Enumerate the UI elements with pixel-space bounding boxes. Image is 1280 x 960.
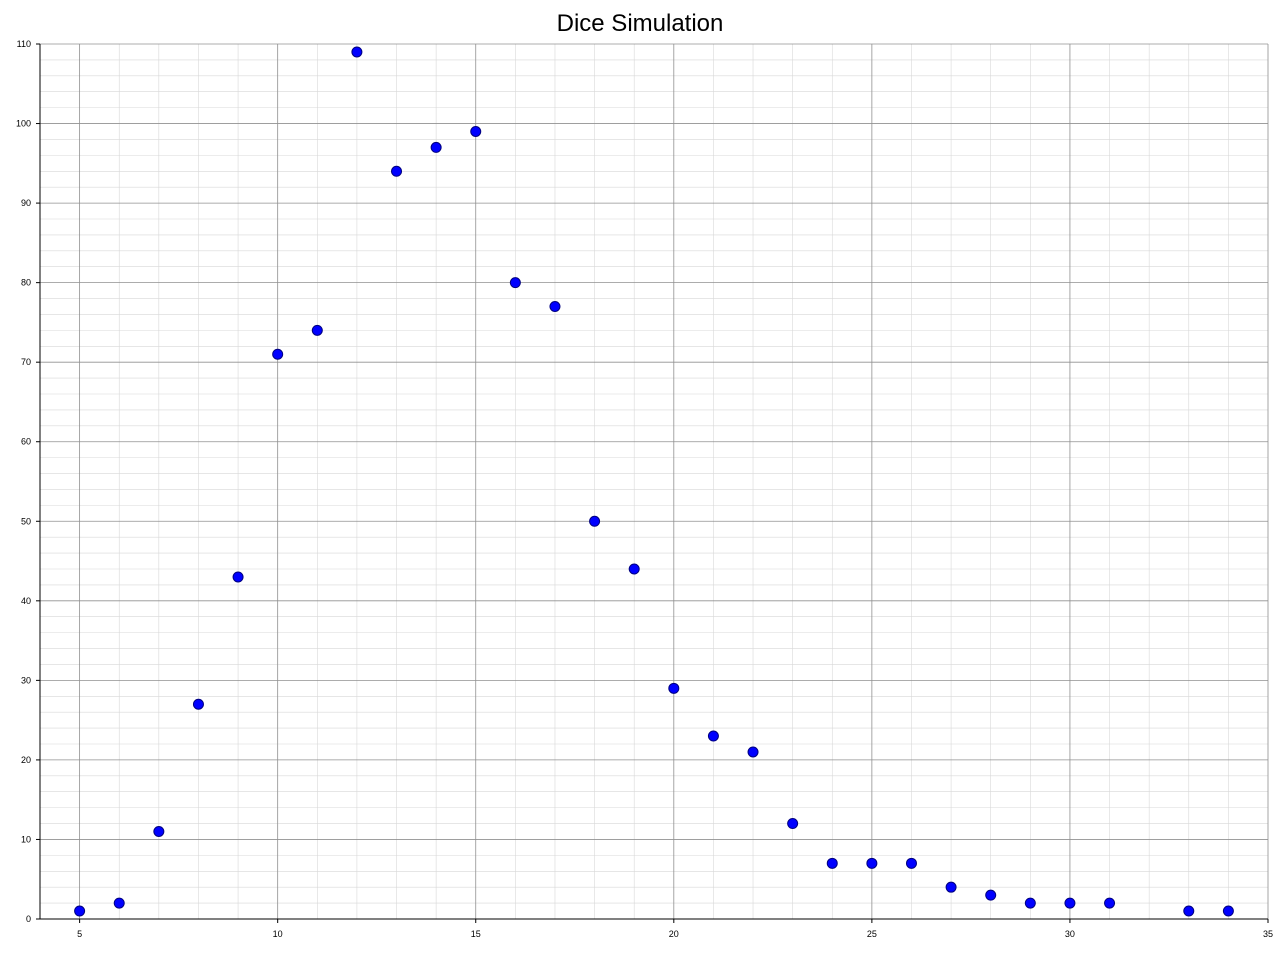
data-point (1024, 897, 1036, 909)
y-tick-label: 10 (21, 834, 31, 844)
data-point (668, 682, 680, 694)
data-point (787, 818, 799, 830)
y-tick-label: 80 (21, 278, 31, 288)
data-point (192, 698, 204, 710)
y-tick-label: 50 (21, 516, 31, 526)
minor-grid (39, 44, 1268, 919)
data-point (1183, 905, 1195, 917)
y-tick-label: 0 (26, 914, 31, 924)
y-tick-label: 30 (21, 675, 31, 685)
data-point (1222, 905, 1234, 917)
data-point (1064, 897, 1076, 909)
y-tick-label: 60 (21, 437, 31, 447)
data-point (707, 730, 719, 742)
y-tick-label: 100 (16, 119, 31, 129)
y-tick-label: 40 (21, 596, 31, 606)
data-point (351, 46, 363, 58)
y-tick-label: 20 (21, 755, 31, 765)
y-tick-label: 90 (21, 198, 31, 208)
data-point (430, 141, 442, 153)
major-grid (40, 43, 1269, 920)
data-point (826, 857, 838, 869)
data-point (747, 746, 759, 758)
x-tick-label: 10 (273, 929, 283, 939)
data-point (866, 857, 878, 869)
x-tick-label: 35 (1263, 929, 1273, 939)
x-tick-label: 5 (77, 929, 82, 939)
data-point (945, 881, 957, 893)
data-point (985, 889, 997, 901)
data-point (509, 277, 521, 289)
x-tick-label: 15 (471, 929, 481, 939)
data-point (232, 571, 244, 583)
data-point (113, 897, 125, 909)
axes (36, 43, 1269, 923)
x-tick-label: 25 (867, 929, 877, 939)
data-points (74, 46, 1234, 917)
data-point (272, 348, 284, 360)
data-point (549, 301, 561, 312)
y-tick-label: 70 (21, 357, 31, 367)
data-point (74, 905, 86, 917)
data-point (153, 826, 165, 837)
y-tick-label: 110 (17, 39, 31, 49)
chart-title: Dice Simulation (556, 10, 724, 37)
x-tick-label: 30 (1065, 929, 1075, 939)
data-point (311, 324, 323, 336)
data-point (391, 165, 403, 177)
data-point (628, 563, 640, 575)
data-point (905, 857, 917, 869)
x-tick-label: 20 (669, 929, 679, 939)
tick-labels: 5 10 15 20 25 30 35 0 10 20 30 40 50 60 70 80 90 100 110 (16, 39, 1273, 939)
data-point (470, 126, 482, 137)
data-point (589, 515, 601, 527)
data-point (1104, 897, 1116, 909)
